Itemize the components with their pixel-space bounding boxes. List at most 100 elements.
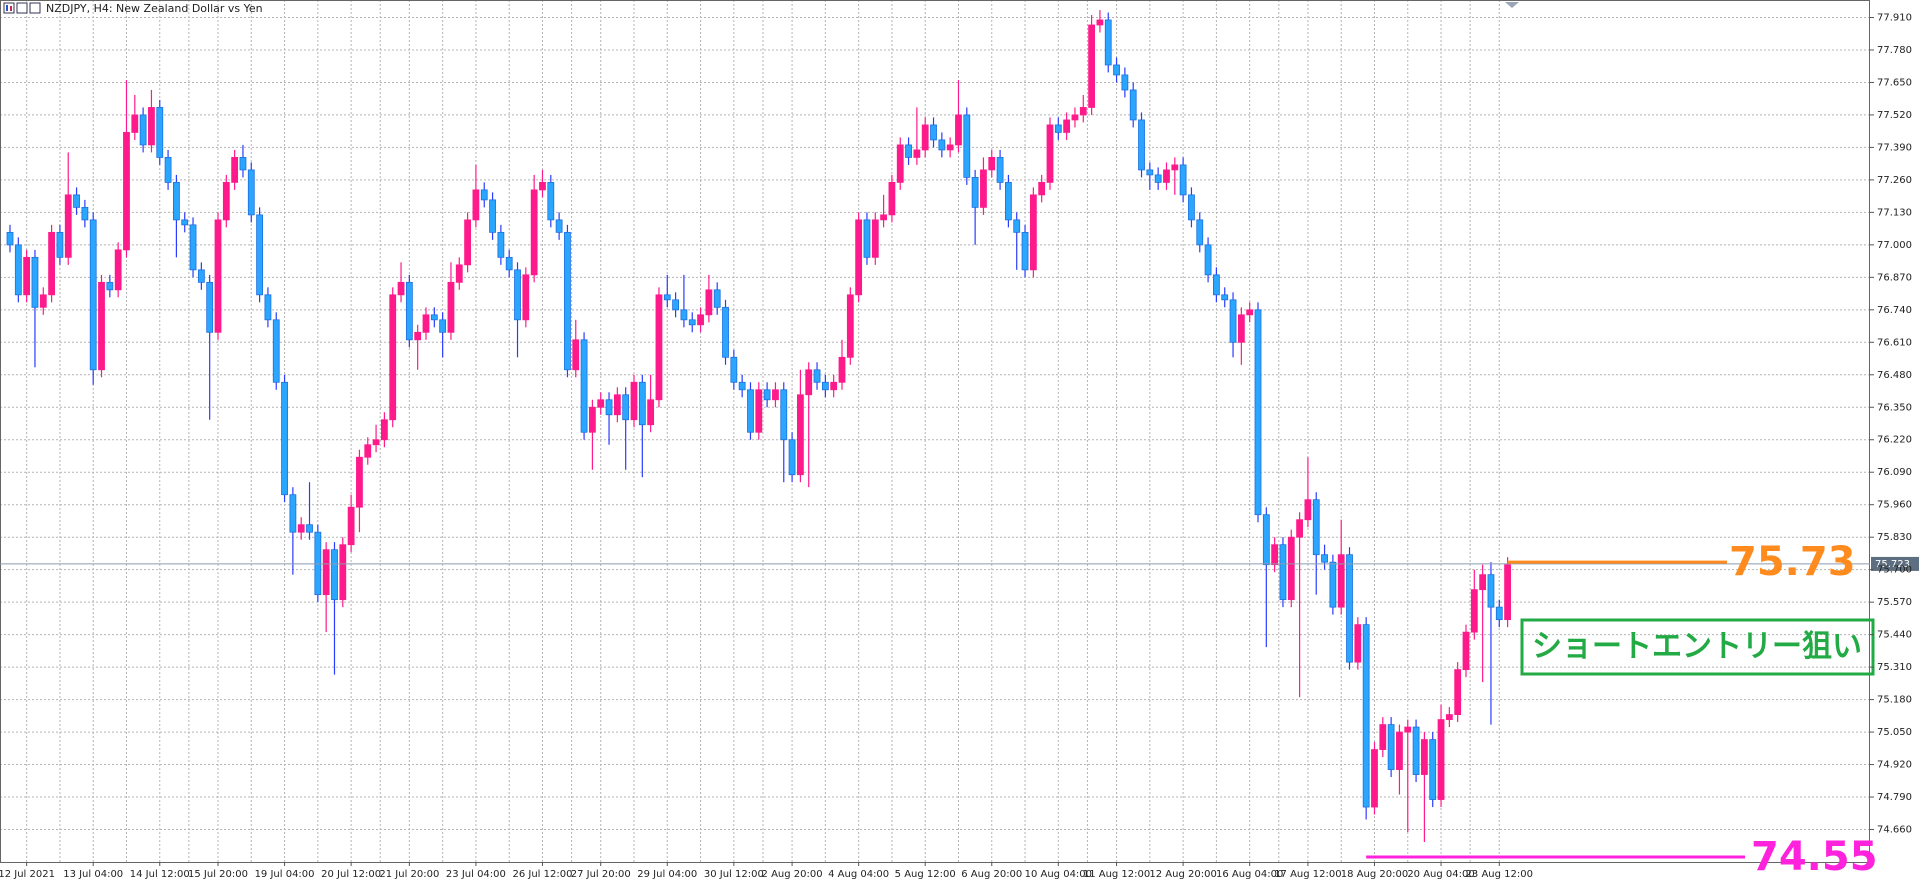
candle-body	[880, 214, 887, 221]
candle-body	[497, 231, 505, 258]
candle-body	[514, 269, 521, 321]
candle-body	[480, 189, 488, 201]
candle-body	[1063, 119, 1071, 133]
candle-body	[647, 399, 655, 426]
plot-border	[0, 0, 1870, 863]
candle-body	[597, 399, 605, 408]
candle-body	[1038, 181, 1046, 196]
candle-body	[505, 256, 513, 271]
y-tick-label: 76.480	[1877, 370, 1912, 381]
candle-body	[921, 124, 929, 151]
candle-body	[1371, 749, 1378, 808]
candle-body	[1029, 194, 1037, 271]
candle-body	[156, 107, 164, 158]
candle-body	[913, 149, 921, 158]
candle-body	[48, 231, 55, 296]
candle-body	[206, 281, 214, 333]
candle-body	[1462, 631, 1470, 671]
y-tick-label: 77.910	[1877, 12, 1912, 23]
last-price-box	[1871, 556, 1919, 571]
x-tick-label: 17 Aug 12:00	[1274, 869, 1341, 880]
note-text: ショートエントリー狙い	[1532, 629, 1862, 665]
candle-body	[405, 281, 413, 341]
candle-body	[622, 394, 630, 421]
candle-body	[297, 524, 305, 533]
icon-bar	[10, 6, 12, 11]
candle-body	[39, 294, 47, 308]
x-tick-label: 4 Aug 04:00	[828, 869, 889, 880]
candle-body	[1337, 554, 1345, 608]
x-tick-label: 18 Aug 20:00	[1341, 869, 1408, 880]
y-tick-label: 77.780	[1877, 45, 1912, 56]
candle-body	[1296, 519, 1303, 538]
candle-body	[688, 319, 696, 326]
candle-body	[613, 394, 621, 416]
x-tick-label: 14 Jul 12:00	[130, 869, 190, 880]
candle-body	[1379, 724, 1387, 750]
candle-body	[281, 381, 288, 496]
candle-body	[1138, 119, 1145, 171]
y-tick-label: 75.700	[1877, 565, 1912, 576]
candle-body	[755, 389, 763, 433]
candle-body	[148, 107, 155, 146]
candle-body	[64, 194, 72, 258]
candle-body	[1046, 124, 1054, 183]
candle-body	[1188, 194, 1195, 221]
candle-body	[123, 132, 130, 251]
y-tick-label: 74.790	[1877, 792, 1912, 803]
candle-body	[971, 176, 979, 208]
candle-body	[222, 181, 230, 221]
candle-body	[547, 181, 555, 221]
candle-body	[813, 369, 821, 383]
candle-body	[1229, 299, 1237, 343]
candle-body	[73, 194, 80, 208]
candle-body	[1445, 714, 1453, 720]
chart-title: NZDJPY, H4: New Zealand Dollar vs Yen	[46, 2, 263, 15]
x-tick-label: 26 Jul 12:00	[512, 869, 572, 880]
candle-body	[372, 439, 380, 446]
icon-box	[16, 2, 28, 14]
candle-body	[1429, 739, 1437, 800]
candle-body	[1054, 124, 1062, 133]
candle-body	[1421, 739, 1428, 775]
candle-body	[630, 381, 638, 421]
candle-body	[89, 219, 97, 371]
candle-body	[946, 144, 954, 151]
y-tick-label: 75.180	[1877, 695, 1912, 706]
candle-body	[988, 157, 996, 171]
candle-body	[1213, 274, 1220, 296]
candle-body	[1005, 181, 1012, 221]
y-tick-label: 76.220	[1877, 435, 1912, 446]
candle-body	[131, 114, 139, 133]
candle-body	[56, 231, 64, 258]
candle-body	[439, 319, 447, 333]
candle-body	[1321, 554, 1328, 563]
note-box	[1520, 618, 1875, 676]
y-tick-label: 77.650	[1877, 77, 1912, 88]
candle-body	[106, 281, 114, 291]
candle-body	[530, 189, 538, 276]
y-tick-label: 77.000	[1877, 240, 1912, 251]
x-tick-label: 27 Jul 20:00	[571, 869, 631, 880]
x-tick-label: 30 Jul 12:00	[704, 869, 764, 880]
candle-body	[172, 181, 180, 221]
candle-body	[1454, 669, 1462, 715]
candle-body	[1021, 231, 1029, 271]
x-tick-label: 23 Jul 04:00	[446, 869, 506, 880]
candle-body	[1470, 589, 1478, 633]
y-tick-label: 75.440	[1877, 630, 1912, 641]
candle-body	[697, 314, 704, 326]
y-tick-label: 77.130	[1877, 207, 1912, 218]
y-tick-label: 75.830	[1877, 532, 1912, 543]
candle-body	[289, 494, 297, 533]
candle-body	[1387, 724, 1395, 770]
candle-body	[705, 289, 713, 316]
x-tick-label: 21 Jul 20:00	[379, 869, 439, 880]
candle-body	[821, 381, 829, 391]
y-tick-label: 74.920	[1877, 760, 1912, 771]
candle-body	[955, 114, 962, 146]
candle-body	[722, 306, 729, 358]
candle-body	[797, 394, 804, 476]
candle-body	[139, 114, 147, 146]
level-label: 75.73	[1729, 539, 1856, 585]
